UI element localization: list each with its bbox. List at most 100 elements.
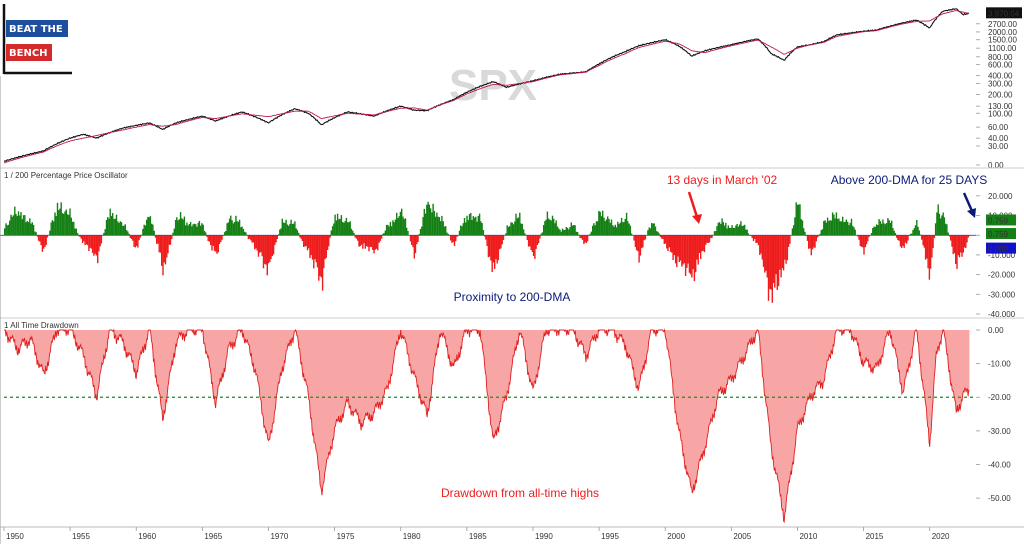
oscillator-bar [391, 226, 392, 235]
oscillator-bar [117, 221, 118, 235]
oscillator-bar [833, 215, 834, 236]
oscillator-bar [221, 235, 222, 240]
oscillator-bar [216, 235, 217, 254]
logo-line-2: BENCH [9, 48, 48, 59]
oscillator-bar [49, 231, 50, 236]
oscillator-bar [136, 235, 137, 246]
oscillator-bar [247, 235, 248, 236]
oscillator-bar [303, 235, 304, 247]
oscillator-bar [955, 235, 956, 264]
x-tick-label: 2020 [932, 532, 950, 541]
oscillator-bar [392, 220, 393, 235]
oscillator-bar [534, 235, 535, 259]
oscillator-bar [190, 222, 191, 235]
oscillator-bar [951, 235, 952, 247]
oscillator-bar [308, 235, 309, 248]
oscillator-bar [711, 235, 712, 238]
oscillator-bar [25, 222, 26, 235]
oscillator-bar [592, 226, 593, 235]
oscillator-bar [19, 216, 20, 236]
oscillator-bar [468, 220, 469, 235]
oscillator-bar [890, 223, 891, 235]
oscillator-bar [155, 235, 156, 238]
oscillator-bar [889, 220, 890, 235]
oscillator-bar [847, 222, 848, 235]
oscillator-bar [157, 235, 158, 243]
oscillator-bar [370, 235, 371, 247]
oscillator-bar [543, 225, 544, 235]
oscillator-bar [444, 227, 445, 236]
oscillator-bar [69, 209, 70, 236]
oscillator-bar [192, 224, 193, 235]
oscillator-bar [733, 228, 734, 235]
oscillator-bar [670, 235, 671, 252]
oscillator-bar [82, 235, 83, 243]
oscillator-bar [302, 235, 303, 241]
oscillator-bar [759, 235, 760, 255]
oscillator-bar [758, 235, 759, 245]
oscillator-bar [270, 235, 271, 259]
oscillator-bar [749, 235, 750, 236]
oscillator-bar [674, 235, 675, 255]
oscillator-bar [204, 231, 205, 235]
oscillator-bar [383, 233, 384, 235]
oscillator-bar [174, 229, 175, 236]
oscillator-bar [440, 221, 441, 235]
oscillator-bar [288, 226, 289, 235]
oscillator-bar [371, 235, 372, 247]
oscillator-bar [402, 217, 403, 236]
oscillator-bar [728, 225, 729, 235]
oscillator-bar [312, 235, 313, 259]
oscillator-bar [44, 235, 45, 247]
oscillator-bar [664, 235, 665, 244]
oscillator-bar [133, 235, 134, 247]
oscillator-bar [909, 235, 910, 236]
oscillator-bar [694, 235, 695, 281]
oscillator-bar [101, 235, 102, 243]
oscillator-bar [882, 220, 883, 236]
oscillator-bar [405, 218, 406, 235]
oscillator-bar [581, 235, 582, 238]
oscillator-bar [582, 235, 583, 240]
oscillator-bar [900, 235, 901, 246]
oscillator-bar [633, 235, 634, 240]
y-tick-label: -20.000 [988, 271, 1016, 280]
oscillator-bar [368, 235, 369, 251]
oscillator-bar [905, 235, 906, 243]
oscillator-bar [209, 235, 210, 241]
oscillator-bar [533, 235, 534, 256]
oscillator-bar [561, 232, 562, 236]
oscillator-bar [559, 230, 560, 236]
oscillator-bar [175, 220, 176, 235]
oscillator-bar [223, 235, 224, 236]
oscillator-bar [126, 230, 127, 235]
oscillator-bar [92, 235, 93, 253]
oscillator-bar [681, 235, 682, 266]
oscillator-bar [498, 235, 499, 260]
oscillator-bar [577, 232, 578, 235]
oscillator-bar [279, 230, 280, 236]
oscillator-bar [35, 232, 36, 235]
oscillator-bar [194, 224, 195, 236]
oscillator-bar [797, 205, 798, 235]
oscillator-bar [181, 218, 182, 235]
oscillator-bar [275, 235, 276, 242]
oscillator-bar [721, 218, 722, 235]
oscillator-bar [954, 235, 955, 253]
oscillator-bar [578, 235, 579, 236]
oscillator-bar [473, 216, 474, 235]
oscillator-bar [301, 235, 302, 239]
oscillator-bar [524, 233, 525, 235]
oscillator-bar [97, 235, 98, 263]
oscillator-bar [252, 235, 253, 243]
oscillator-bar [454, 235, 455, 246]
oscillator-bar [244, 232, 245, 235]
oscillator-bar [919, 230, 920, 235]
oscillator-bar [456, 235, 457, 237]
oscillator-bar [652, 224, 653, 236]
oscillator-bar [938, 204, 939, 235]
oscillator-bar [654, 223, 655, 235]
oscillator-bar [883, 223, 884, 235]
oscillator-bar [68, 215, 69, 235]
